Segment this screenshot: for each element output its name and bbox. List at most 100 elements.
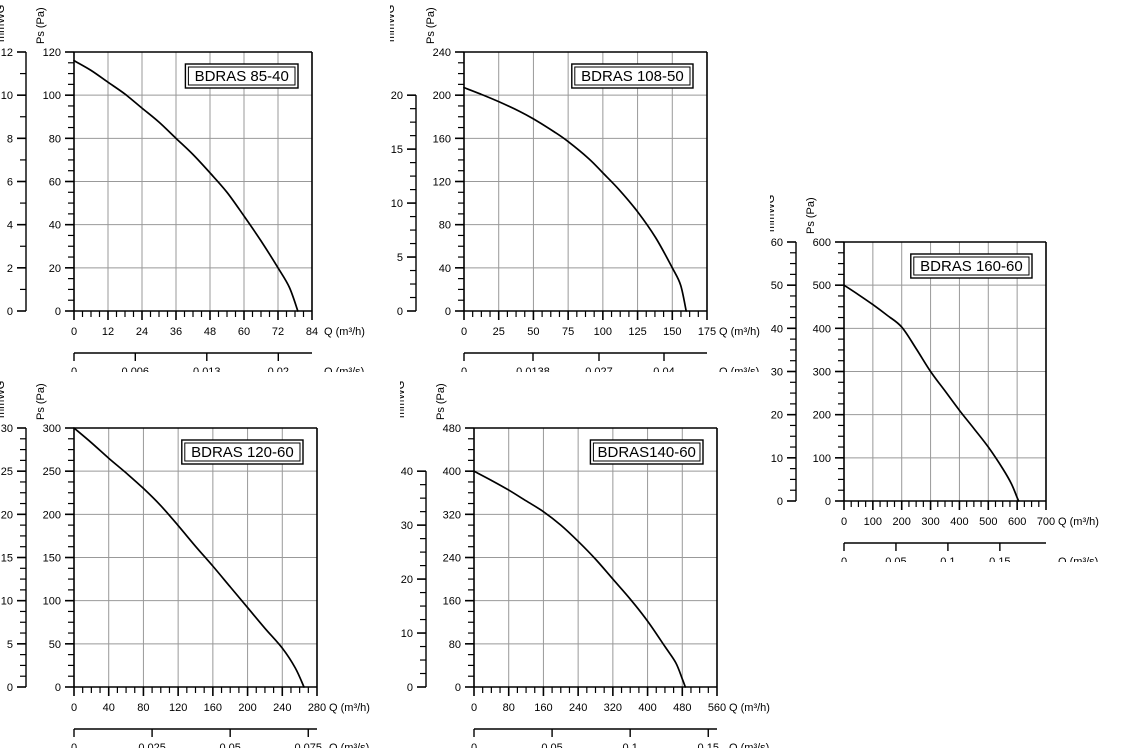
svg-text:0: 0 bbox=[825, 496, 831, 508]
svg-text:150: 150 bbox=[43, 553, 61, 565]
svg-text:200: 200 bbox=[893, 516, 911, 528]
gridlines bbox=[844, 242, 1047, 501]
gridlines bbox=[74, 52, 313, 311]
gridlines bbox=[74, 428, 318, 687]
svg-text:20: 20 bbox=[49, 263, 61, 275]
svg-text:Ps (Pa): Ps (Pa) bbox=[425, 7, 437, 44]
x-axis-q-m3h: 0 25 50 75 100 125 150 175 Q (m³/h) bbox=[461, 311, 760, 338]
x-axis-q-m3h: 0 80 160 240 320 400 480 560 Q (m³/h) bbox=[471, 687, 770, 714]
svg-text:20: 20 bbox=[401, 574, 413, 586]
svg-text:20: 20 bbox=[391, 90, 403, 102]
svg-text:600: 600 bbox=[1008, 516, 1026, 528]
svg-text:400: 400 bbox=[950, 516, 968, 528]
svg-text:300: 300 bbox=[813, 367, 831, 379]
svg-text:0.05: 0.05 bbox=[885, 556, 906, 562]
y-axis-ps: 0 20 40 60 80 100 120 Ps (Pa) bbox=[35, 7, 74, 318]
svg-text:480: 480 bbox=[673, 702, 691, 714]
svg-text:30: 30 bbox=[771, 367, 783, 379]
svg-text:0.1: 0.1 bbox=[940, 556, 955, 562]
svg-text:0: 0 bbox=[471, 742, 477, 748]
svg-text:5: 5 bbox=[397, 252, 403, 264]
svg-text:80: 80 bbox=[449, 639, 461, 651]
svg-text:0: 0 bbox=[7, 682, 13, 694]
y-axis-mmwg: 0 5 10 15 20 25 30 mmWG bbox=[0, 381, 27, 694]
svg-text:0: 0 bbox=[445, 306, 451, 318]
svg-text:Q (m³/h): Q (m³/h) bbox=[329, 702, 370, 714]
x-axis-q-m3s: 0 0.05 0.1 0.15 Q (m³/s) bbox=[471, 728, 769, 748]
svg-text:0,006: 0,006 bbox=[122, 366, 150, 372]
svg-text:0.05: 0.05 bbox=[219, 742, 240, 748]
svg-text:0: 0 bbox=[71, 326, 77, 338]
svg-text:0.075: 0.075 bbox=[294, 742, 322, 748]
svg-text:0: 0 bbox=[71, 366, 77, 372]
curve-bdras-160-60 bbox=[843, 284, 1020, 502]
svg-text:Q (m³/s): Q (m³/s) bbox=[329, 742, 369, 748]
svg-text:60: 60 bbox=[238, 326, 250, 338]
svg-text:5: 5 bbox=[7, 639, 13, 651]
svg-text:10: 10 bbox=[401, 628, 413, 640]
svg-text:BDRAS 120-60: BDRAS 120-60 bbox=[191, 444, 294, 461]
x-axis-q-m3s: 0 0.025 0.05 0.075 Q (m³/s) bbox=[71, 728, 369, 748]
svg-text:BDRAS140-60: BDRAS140-60 bbox=[598, 444, 696, 461]
x-axis-q-m3s: 0 0,006 0,013 0,02 Q (m³/s) bbox=[71, 352, 364, 372]
svg-text:25: 25 bbox=[1, 466, 13, 478]
svg-text:0: 0 bbox=[71, 742, 77, 748]
svg-text:2: 2 bbox=[7, 263, 13, 275]
curve-bdras-140-60 bbox=[473, 470, 687, 688]
svg-text:240: 240 bbox=[569, 702, 587, 714]
y-axis-mmwg: 0 10 20 30 40 mmWG bbox=[400, 381, 427, 694]
svg-text:25: 25 bbox=[493, 326, 505, 338]
x-axis-q-m3h: 0 40 80 120 160 200 240 280 Q (m³/h) bbox=[71, 687, 370, 714]
svg-text:36: 36 bbox=[170, 326, 182, 338]
svg-text:mmWG: mmWG bbox=[0, 5, 7, 42]
svg-text:150: 150 bbox=[663, 326, 681, 338]
svg-text:200: 200 bbox=[433, 90, 451, 102]
y-axis-mmwg: 0 2 4 6 8 10 12 mmWG bbox=[0, 5, 27, 318]
svg-text:200: 200 bbox=[813, 410, 831, 422]
svg-text:0: 0 bbox=[55, 306, 61, 318]
svg-text:400: 400 bbox=[638, 702, 656, 714]
svg-text:0: 0 bbox=[471, 702, 477, 714]
svg-text:0: 0 bbox=[407, 682, 413, 694]
svg-text:84: 84 bbox=[306, 326, 318, 338]
svg-text:160: 160 bbox=[534, 702, 552, 714]
svg-text:0: 0 bbox=[397, 306, 403, 318]
svg-text:50: 50 bbox=[49, 639, 61, 651]
gridlines bbox=[474, 428, 718, 687]
svg-text:250: 250 bbox=[43, 466, 61, 478]
svg-text:160: 160 bbox=[204, 702, 222, 714]
svg-text:300: 300 bbox=[43, 423, 61, 435]
y-axis-ps: 0 40 80 120 160 200 240 Ps (Pa) bbox=[425, 7, 464, 318]
svg-text:30: 30 bbox=[401, 520, 413, 532]
chart-panel-bdras-120-60: 0 50 100 150 200 250 300 Ps (Pa) 0 5 10 15 20 25 30 mmW… bbox=[0, 376, 395, 748]
svg-text:Q (m³/h): Q (m³/h) bbox=[729, 702, 770, 714]
series-title-box-bdras-108-50: BDRAS 108-50 bbox=[571, 63, 694, 89]
svg-text:500: 500 bbox=[979, 516, 997, 528]
y-axis-mmwg: 0 10 20 30 40 50 60 mmWG bbox=[770, 195, 797, 508]
svg-text:4: 4 bbox=[7, 220, 13, 232]
svg-text:mmWG: mmWG bbox=[400, 381, 407, 418]
svg-text:0.05: 0.05 bbox=[541, 742, 562, 748]
svg-text:120: 120 bbox=[169, 702, 187, 714]
svg-text:BDRAS 160-60: BDRAS 160-60 bbox=[920, 258, 1023, 275]
svg-text:6: 6 bbox=[7, 177, 13, 189]
svg-text:0: 0 bbox=[777, 496, 783, 508]
y-axis-ps: 0 100 200 300 400 500 600 Ps (Pa) bbox=[805, 197, 844, 508]
curve-bdras-85-40 bbox=[73, 59, 299, 312]
svg-text:300: 300 bbox=[921, 516, 939, 528]
svg-text:40: 40 bbox=[103, 702, 115, 714]
svg-text:0,013: 0,013 bbox=[193, 366, 221, 372]
svg-text:0.025: 0.025 bbox=[138, 742, 166, 748]
svg-text:0: 0 bbox=[841, 516, 847, 528]
y-axis-mmwg: 0 5 10 15 20 mmWG bbox=[390, 5, 417, 318]
svg-text:10: 10 bbox=[1, 90, 13, 102]
svg-text:80: 80 bbox=[503, 702, 515, 714]
svg-text:80: 80 bbox=[137, 702, 149, 714]
curve-bdras-108-50 bbox=[463, 86, 688, 312]
svg-text:40: 40 bbox=[439, 263, 451, 275]
svg-text:100: 100 bbox=[594, 326, 612, 338]
svg-text:0,04: 0,04 bbox=[653, 366, 674, 372]
x-axis-q-m3h: 0 12 24 36 48 60 72 84 Q (m³/h) bbox=[71, 311, 365, 338]
svg-text:240: 240 bbox=[433, 47, 451, 59]
svg-text:30: 30 bbox=[1, 423, 13, 435]
